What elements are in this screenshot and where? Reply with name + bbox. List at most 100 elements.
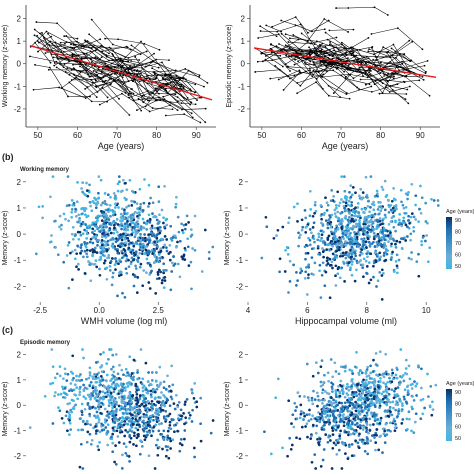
- scatter-point: [128, 435, 132, 438]
- scatter-point: [171, 438, 175, 442]
- trajectory-point: [370, 33, 373, 35]
- trajectory-point: [306, 57, 308, 60]
- scatter-point: [195, 405, 199, 409]
- scatter-point: [348, 210, 351, 214]
- scatter-point: [365, 246, 368, 250]
- scatter-point: [334, 264, 338, 268]
- scatter-point: [41, 205, 45, 208]
- scatter-point: [144, 248, 148, 252]
- scatter-point: [321, 391, 324, 395]
- scatter-point: [132, 423, 135, 426]
- scatter-point: [50, 234, 53, 237]
- scatter-point: [143, 236, 147, 240]
- scatter-point: [142, 221, 146, 225]
- scatter-point: [155, 417, 158, 421]
- trajectory-point: [289, 70, 291, 72]
- scatter-point: [116, 223, 120, 226]
- scatter-point: [94, 432, 98, 435]
- scatter-point: [381, 397, 385, 401]
- scatter-point: [53, 219, 56, 223]
- scatter-point: [325, 259, 329, 263]
- scatter-point: [91, 200, 95, 203]
- scatter-point: [404, 367, 408, 370]
- scatter-point: [338, 420, 342, 423]
- scatter-point: [199, 396, 203, 400]
- trajectory-point: [320, 49, 323, 51]
- scatter-point: [308, 189, 312, 193]
- scatter-point: [406, 235, 409, 238]
- scatter-point: [299, 410, 303, 413]
- scatter-point: [98, 430, 102, 434]
- scatter-point: [377, 386, 380, 389]
- trajectory-point: [368, 48, 370, 50]
- scatter-point: [376, 224, 380, 228]
- scatter-point: [351, 242, 354, 246]
- scatter-point: [375, 240, 379, 244]
- scatter-point: [128, 223, 132, 226]
- y-tick-label: -1: [236, 427, 244, 436]
- scatter-point: [334, 389, 338, 392]
- scatter-point: [120, 425, 124, 429]
- scatter-point: [342, 442, 345, 446]
- scatter-point: [128, 408, 132, 412]
- trajectory-point: [364, 83, 367, 86]
- scatter-point: [100, 243, 104, 247]
- scatter-point: [61, 395, 65, 399]
- scatter-point: [310, 434, 313, 438]
- trajectory-line: [30, 31, 92, 49]
- scatter-point: [108, 204, 112, 207]
- scatter-point: [316, 437, 319, 441]
- scatter-point: [127, 215, 131, 219]
- scatter-point: [332, 405, 336, 409]
- scatter-point: [401, 418, 405, 421]
- scatter-point: [378, 242, 381, 246]
- trajectory-point: [352, 47, 355, 50]
- scatter-point: [114, 221, 117, 225]
- scatter-point: [57, 406, 60, 409]
- scatter-point: [367, 261, 371, 264]
- scatter-point: [343, 206, 346, 210]
- scatter-point: [67, 411, 71, 415]
- scatter-point: [207, 250, 211, 254]
- scatter-point: [95, 429, 98, 433]
- scatter-point: [293, 401, 297, 405]
- scatter-point: [95, 251, 99, 254]
- scatter-point: [153, 214, 157, 218]
- scatter-point: [111, 275, 115, 279]
- scatter-point: [139, 242, 142, 246]
- trajectory-point: [309, 42, 312, 45]
- scatter-point: [368, 429, 372, 432]
- scatter-point: [393, 389, 396, 393]
- trajectory-point: [169, 104, 171, 107]
- scatter-point: [367, 431, 370, 435]
- trajectory-point: [151, 67, 154, 70]
- scatter-point: [104, 231, 107, 234]
- scatter-point: [429, 385, 433, 388]
- scatter-point: [426, 372, 429, 376]
- scatter-point: [355, 350, 358, 354]
- scatter-point: [391, 250, 394, 254]
- scatter-point: [326, 226, 330, 230]
- scatter-point: [124, 232, 128, 236]
- scatter-point: [360, 371, 364, 375]
- scatter-point: [209, 431, 213, 435]
- scatter-point: [127, 239, 130, 243]
- scatter-point: [83, 407, 87, 411]
- scatter-point: [366, 452, 370, 456]
- scatter-point: [400, 246, 404, 250]
- scatter-point: [319, 296, 323, 299]
- scatter-point: [193, 248, 197, 252]
- scatter-point: [123, 295, 127, 299]
- scatter-point: [403, 388, 407, 392]
- scatter-point: [173, 262, 177, 266]
- scatter-point: [191, 247, 194, 250]
- scatter-point: [338, 241, 341, 245]
- scatter-point: [183, 429, 187, 432]
- scatter-point: [179, 408, 183, 412]
- scatter-point: [337, 239, 340, 243]
- scatter-point: [388, 400, 392, 404]
- scatter-point: [145, 425, 148, 429]
- scatter-point: [327, 422, 331, 426]
- scatter-point: [138, 205, 142, 209]
- scatter-point: [421, 397, 425, 401]
